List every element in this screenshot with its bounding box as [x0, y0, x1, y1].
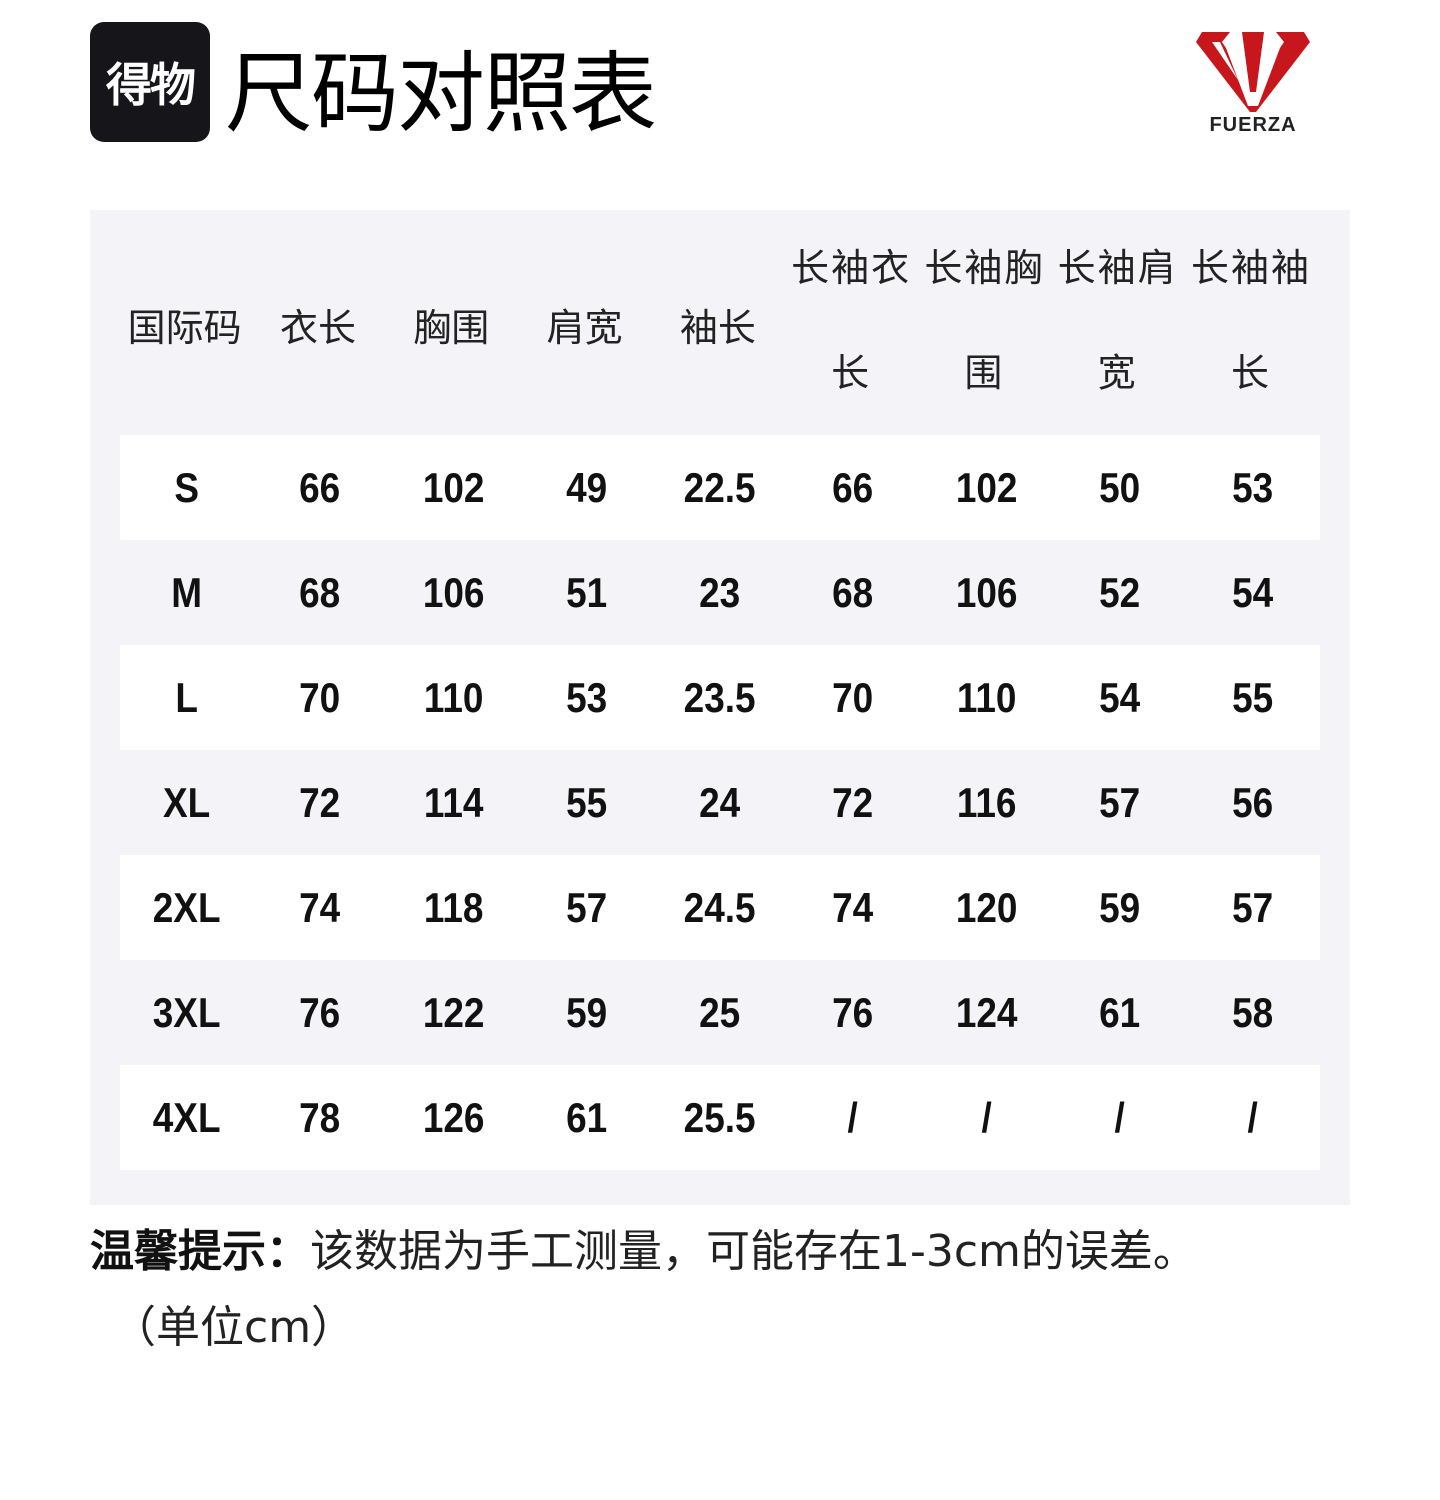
measure-cell: 49: [565, 464, 608, 511]
unit-note: （单位cm）: [112, 1302, 356, 1353]
column-header: 长袖衣长: [791, 246, 912, 395]
measure-cell: 61: [1099, 989, 1141, 1036]
measure-cell: 120: [955, 884, 1018, 931]
measure-cell: 24.5: [683, 884, 756, 931]
column-header: 长袖袖长: [1190, 246, 1311, 395]
tip-label: 温馨提示：: [90, 1226, 310, 1277]
measure-cell: 68: [299, 569, 341, 616]
measure-cell: 53: [565, 674, 608, 721]
measure-cell: 56: [1232, 779, 1274, 826]
measure-cell: 22.5: [683, 464, 756, 511]
measure-cell: 122: [422, 989, 485, 1036]
column-header: 衣长: [279, 306, 356, 350]
measure-cell: 74: [832, 884, 874, 931]
measure-cell: 68: [832, 569, 874, 616]
measure-cell: 61: [565, 1094, 608, 1141]
measure-cell: 70: [299, 674, 341, 721]
column-header: 肩宽: [546, 306, 623, 350]
measure-cell: 55: [565, 779, 608, 826]
measure-cell: 23.5: [683, 674, 756, 721]
tip: 温馨提示：该数据为手工测量，可能存在1-3cm的误差。: [90, 1222, 1197, 1282]
measure-cell: 54: [1232, 569, 1274, 616]
size-cell: M: [171, 569, 203, 616]
measure-cell: 52: [1099, 569, 1141, 616]
table-row: 4XL 78 126 61 25.5 / / / /: [120, 1065, 1320, 1170]
measure-cell: 116: [956, 779, 1017, 826]
measure-cell: 51: [565, 569, 608, 616]
measure-cell: 72: [299, 779, 341, 826]
measure-cell: 76: [832, 989, 874, 1036]
measure-cell: 24: [699, 779, 741, 826]
tip-text: 该数据为手工测量，可能存在1-3cm的误差。: [310, 1226, 1197, 1277]
column-header: 长袖胸围: [924, 246, 1045, 395]
measure-cell: 126: [422, 1094, 485, 1141]
measure-cell: 57: [1232, 884, 1274, 931]
measure-cell: 102: [422, 464, 485, 511]
measure-cell: 25.5: [683, 1094, 756, 1141]
measure-cell: 55: [1232, 674, 1274, 721]
column-header: 袖长: [679, 306, 756, 350]
table-row: 3XL 76 122 59 25 76 124 61 58: [120, 960, 1320, 1065]
measure-cell: 70: [832, 674, 874, 721]
brand-name: FUERZA: [1209, 114, 1297, 136]
size-cell: XL: [163, 779, 211, 826]
measure-cell: 78: [299, 1094, 341, 1141]
measure-cell: 57: [1099, 779, 1141, 826]
column-header: 国际码: [127, 306, 242, 350]
table-row: L 70 110 53 23.5 70 110 54 55: [120, 645, 1320, 750]
table-row: S 66 102 49 22.5 66 102 50 53: [120, 435, 1320, 540]
measure-cell: /: [981, 1094, 992, 1141]
measure-cell: 106: [422, 569, 485, 616]
measure-cell: 110: [956, 674, 1017, 721]
measure-cell: 118: [423, 884, 484, 931]
size-cell: L: [175, 674, 198, 721]
size-cell: 4XL: [152, 1094, 221, 1141]
dewu-logo-badge: 得物: [90, 22, 210, 142]
fuerza-logo-icon: [1196, 32, 1310, 112]
table-row: XL 72 114 55 24 72 116 57 56: [120, 750, 1320, 855]
table-row: M 68 106 51 23 68 106 52 54: [120, 540, 1320, 645]
size-cell: 2XL: [152, 884, 221, 931]
badge-text: 得物: [106, 58, 196, 112]
measure-cell: 53: [1232, 464, 1274, 511]
measure-cell: /: [847, 1094, 859, 1141]
measure-cell: 59: [1099, 884, 1141, 931]
size-cell: 3XL: [152, 989, 221, 1036]
fuerza-logo: FUERZA: [1192, 30, 1314, 140]
page-title: 尺码对照表: [225, 42, 657, 145]
table-row: 2XL 74 118 57 24.5 74 120 59 57: [120, 855, 1320, 960]
measure-cell: 58: [1232, 989, 1274, 1036]
measure-cell: 23: [699, 569, 741, 616]
measure-cell: 25: [699, 989, 741, 1036]
column-header: 长袖肩宽: [1057, 246, 1178, 395]
measure-cell: 114: [423, 779, 484, 826]
measure-cell: 124: [955, 989, 1018, 1036]
measure-cell: 72: [832, 779, 874, 826]
measure-cell: 74: [299, 884, 341, 931]
measure-cell: /: [1247, 1094, 1259, 1141]
measure-cell: 66: [832, 464, 874, 511]
measure-cell: 102: [955, 464, 1018, 511]
measure-cell: 59: [565, 989, 608, 1036]
measure-cell: 106: [955, 569, 1018, 616]
column-header: 胸围: [413, 306, 490, 350]
measure-cell: /: [1114, 1094, 1125, 1141]
size-table: 国际码 衣长 胸围 肩宽 袖长 长袖衣长 长袖胸围 长袖肩宽 长袖袖长 S 66 102 49 22.5 6…: [90, 210, 1350, 1205]
measure-cell: 66: [299, 464, 341, 511]
measure-cell: 50: [1099, 464, 1141, 511]
size-cell: S: [174, 464, 199, 511]
measure-cell: 57: [565, 884, 608, 931]
measure-cell: 76: [299, 989, 341, 1036]
measure-cell: 110: [423, 674, 484, 721]
measure-cell: 54: [1099, 674, 1141, 721]
